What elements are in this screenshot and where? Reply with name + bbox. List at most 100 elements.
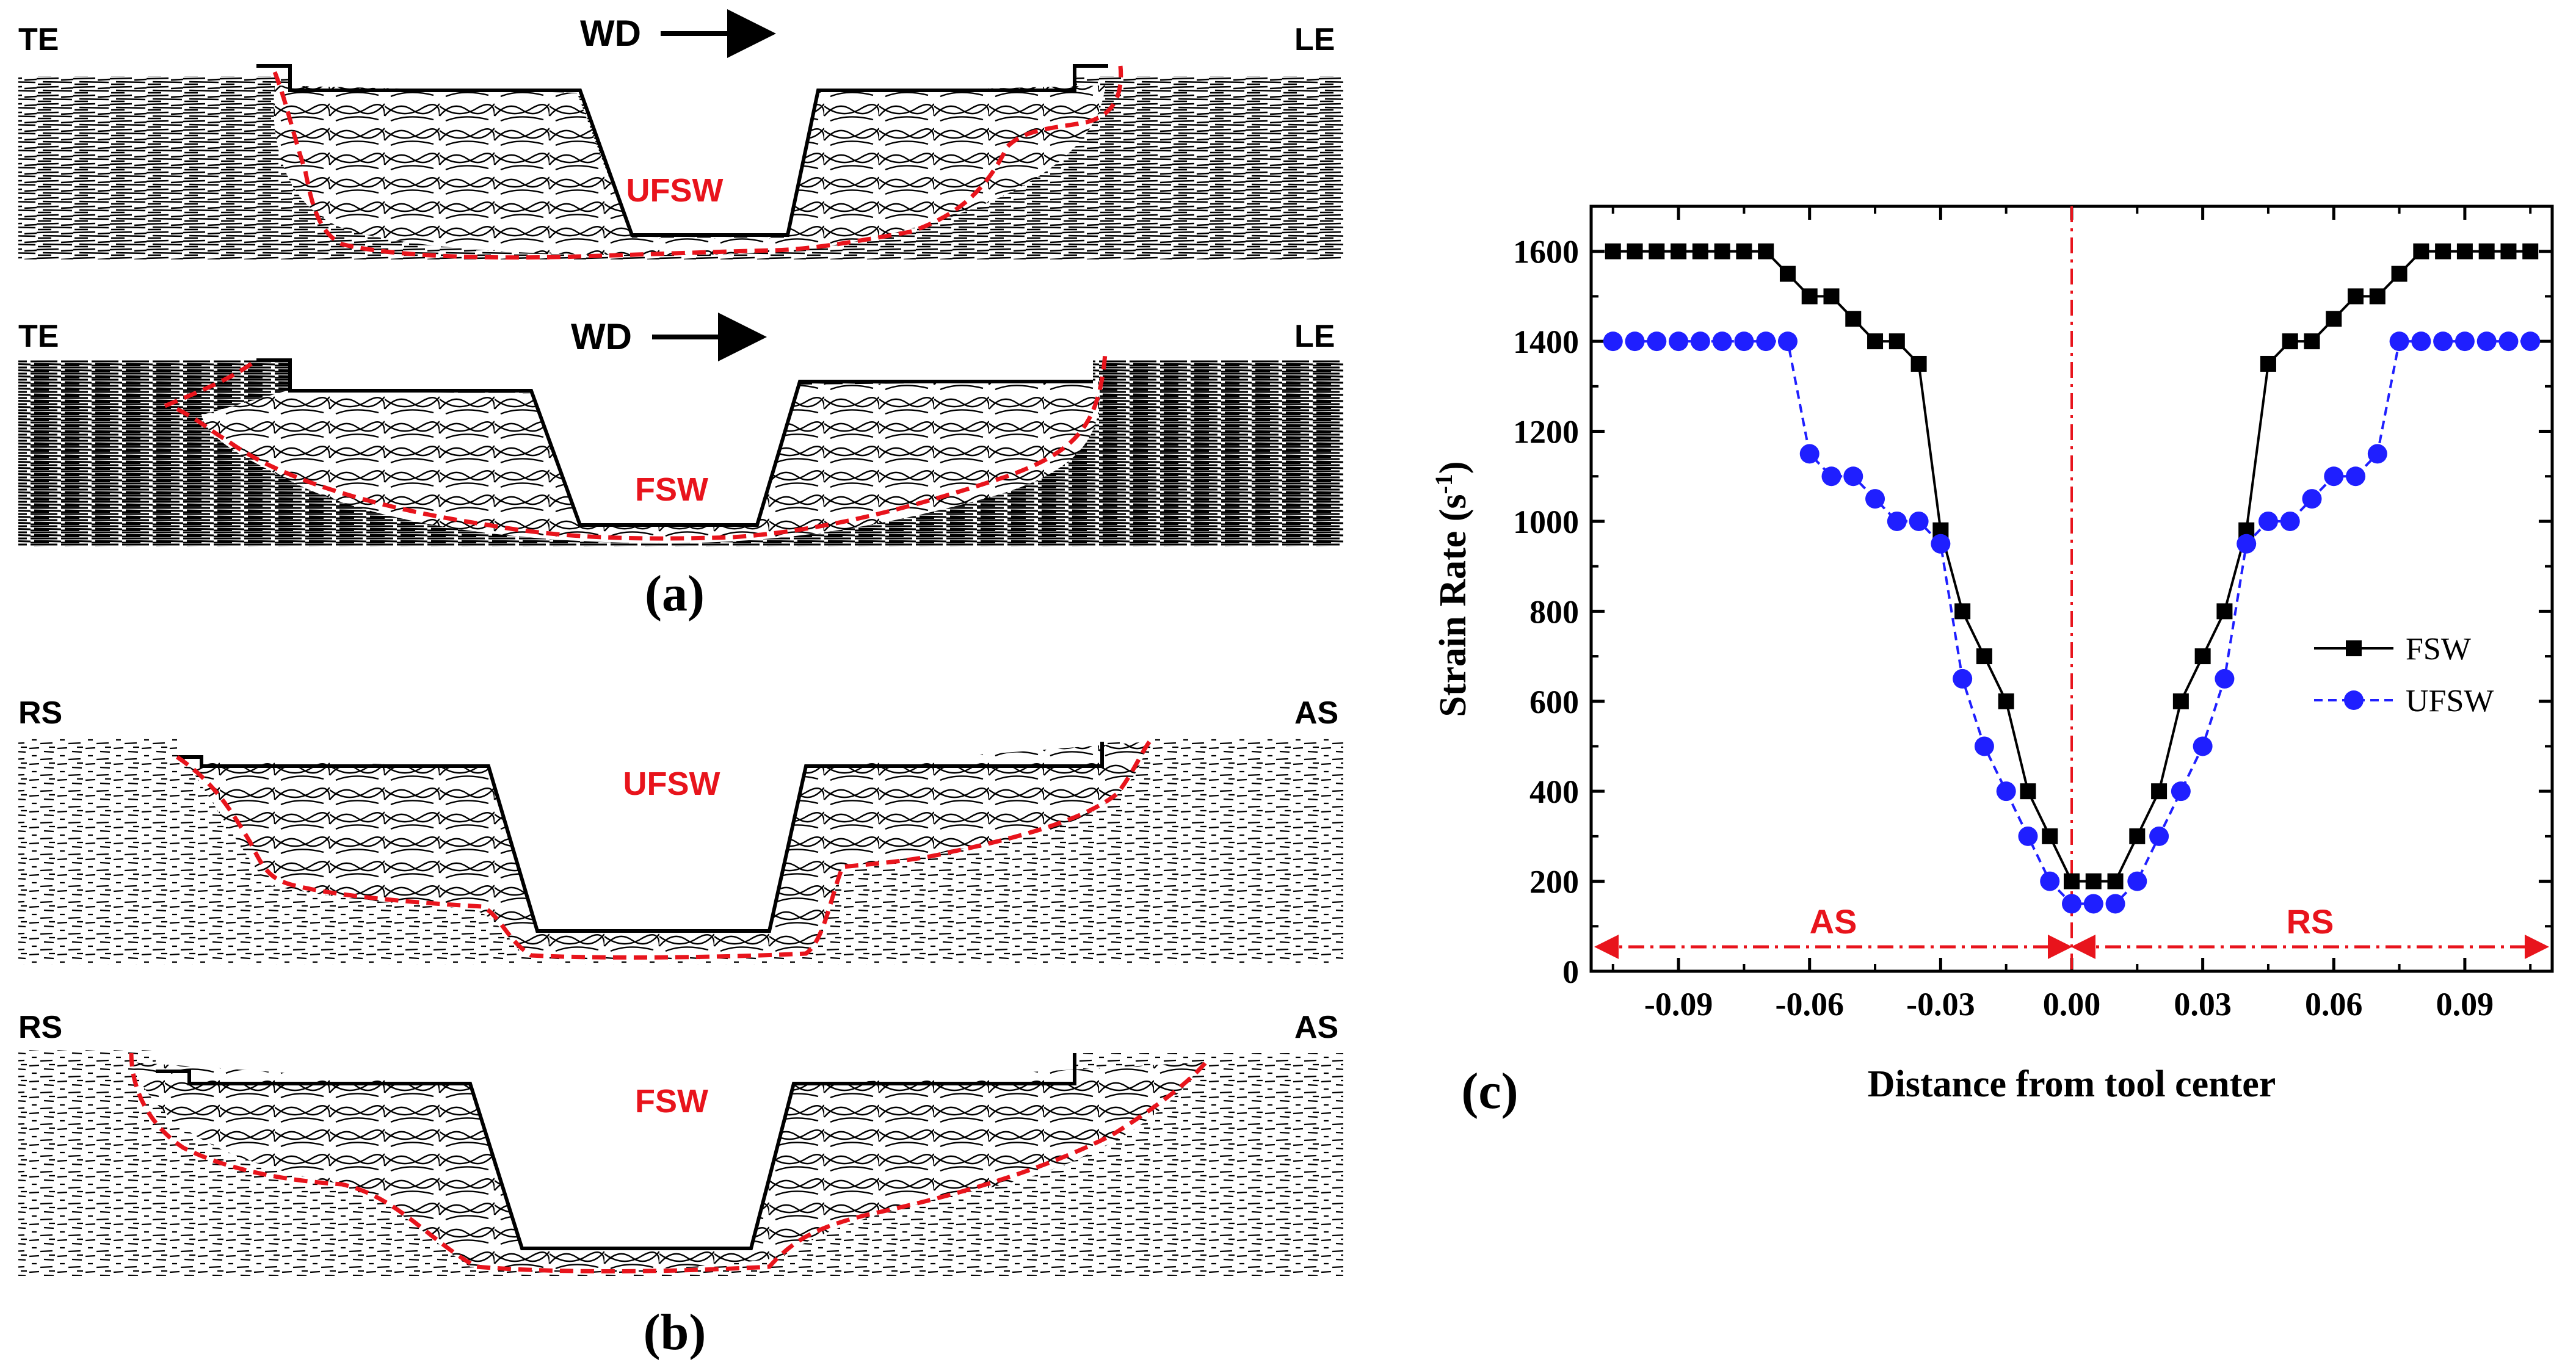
data-point-ufsw bbox=[2258, 511, 2278, 531]
te-label: TE bbox=[18, 319, 59, 354]
fsw-boundary bbox=[129, 1052, 1208, 1273]
stirred-zone bbox=[274, 85, 1106, 255]
legend-marker-fsw bbox=[2346, 640, 2362, 656]
panel-a-caption: (a) bbox=[645, 565, 705, 622]
panel-b-ufsw-section: RS AS UFSW bbox=[18, 695, 1343, 965]
fsw-weld-label: FSW bbox=[635, 1083, 708, 1120]
region-annotations: AS RS bbox=[1594, 206, 2549, 971]
data-point-fsw bbox=[1976, 648, 1992, 665]
data-point-fsw bbox=[1823, 288, 1840, 305]
data-point-ufsw bbox=[1931, 534, 1951, 554]
tool-cavity bbox=[18, 736, 1343, 931]
x-tick-label: -0.06 bbox=[1775, 986, 1843, 1023]
data-point-ufsw bbox=[2411, 331, 2431, 352]
stirred-zone bbox=[131, 1062, 1203, 1271]
data-point-ufsw bbox=[2018, 826, 2038, 846]
panel-b: RS AS UFSW RS AS FSW (b) bbox=[18, 695, 1343, 1361]
tool-outline bbox=[256, 358, 1093, 527]
data-point-fsw bbox=[1736, 243, 1752, 259]
data-point-fsw bbox=[2172, 693, 2189, 709]
data-point-ufsw bbox=[2433, 331, 2453, 352]
le-label: LE bbox=[1294, 22, 1335, 57]
tool-outline bbox=[177, 742, 1104, 933]
tool-cavity bbox=[18, 330, 1343, 525]
as-label: AS bbox=[1294, 695, 1338, 731]
data-point-fsw bbox=[1758, 243, 1774, 259]
data-point-fsw bbox=[2064, 873, 2080, 889]
y-axis-label: Strain Rate (s-1) bbox=[1430, 461, 1475, 717]
data-point-ufsw bbox=[2237, 534, 2257, 554]
data-point-fsw bbox=[2456, 243, 2473, 259]
data-point-ufsw bbox=[2454, 331, 2475, 352]
y-axis-label-superscript: -1 bbox=[1430, 474, 1457, 494]
data-point-fsw bbox=[1692, 243, 1708, 259]
data-point-ufsw bbox=[2083, 894, 2103, 914]
data-point-ufsw bbox=[1799, 444, 1820, 464]
panel-c-caption: (c) bbox=[1461, 1063, 1518, 1120]
rs-label: RS bbox=[18, 1010, 62, 1045]
data-point-fsw bbox=[2260, 355, 2276, 372]
data-point-fsw bbox=[1954, 603, 1971, 620]
chart-legend: FSW UFSW bbox=[2314, 632, 2494, 719]
data-point-fsw bbox=[2348, 288, 2364, 305]
tool-outline bbox=[256, 64, 1108, 237]
data-point-fsw bbox=[2107, 873, 2124, 889]
y-tick-label: 1600 bbox=[1513, 234, 1579, 270]
data-point-ufsw bbox=[1603, 331, 1623, 352]
data-point-fsw bbox=[1888, 333, 1905, 350]
le-label: LE bbox=[1294, 319, 1335, 354]
y-axis-label-close: ) bbox=[1432, 461, 1474, 474]
y-tick-label: 600 bbox=[1529, 684, 1579, 720]
panel-a-fsw-section: TE WD LE FSW bbox=[18, 313, 1343, 546]
data-point-fsw bbox=[2151, 783, 2168, 800]
data-point-fsw bbox=[2085, 873, 2102, 889]
data-point-fsw bbox=[1671, 243, 1687, 259]
data-point-ufsw bbox=[1625, 331, 1645, 352]
y-tick-label: 0 bbox=[1562, 954, 1579, 990]
data-point-ufsw bbox=[2346, 466, 2366, 487]
x-tick-label: -0.03 bbox=[1906, 986, 1975, 1023]
x-tick-label: 0.00 bbox=[2043, 986, 2101, 1023]
data-point-ufsw bbox=[2171, 781, 2191, 802]
tool-cavity bbox=[18, 49, 1343, 235]
axis-ticks: 0 200 400 600 800 1000 1200 1400 1600 -0.09 -0.06 -… bbox=[1513, 206, 2552, 1023]
rs-label: RS bbox=[18, 695, 62, 731]
panel-b-caption: (b) bbox=[644, 1304, 706, 1361]
tool-cavity bbox=[18, 1047, 1343, 1248]
data-point-fsw bbox=[2194, 648, 2211, 665]
data-point-ufsw bbox=[1953, 668, 1973, 689]
y-tick-label: 800 bbox=[1529, 593, 1579, 630]
region-label: RS bbox=[2287, 902, 2334, 941]
te-label: TE bbox=[18, 22, 59, 57]
fsw-weld-label: FSW bbox=[635, 471, 708, 508]
data-point-ufsw bbox=[2498, 331, 2519, 352]
data-point-ufsw bbox=[1821, 466, 1841, 487]
data-point-fsw bbox=[1714, 243, 1730, 259]
data-point-ufsw bbox=[2389, 331, 2409, 352]
y-tick-label: 1000 bbox=[1513, 504, 1579, 540]
panel-a-ufsw-section: TE WD LE UFSW bbox=[18, 9, 1343, 260]
ufsw-weld-label: UFSW bbox=[626, 172, 724, 209]
data-point-ufsw bbox=[1909, 511, 1929, 531]
tool-outline bbox=[156, 1053, 1076, 1250]
data-point-fsw bbox=[2282, 333, 2298, 350]
stirred-zone bbox=[201, 382, 1100, 543]
as-label: AS bbox=[1294, 1010, 1338, 1045]
data-point-ufsw bbox=[2367, 444, 2387, 464]
wd-label: WD bbox=[580, 13, 641, 54]
data-point-ufsw bbox=[2105, 894, 2125, 914]
ufsw-weld-label: UFSW bbox=[623, 766, 720, 802]
panel-a: TE WD LE UFSW TE WD LE FSW (a) bbox=[18, 9, 1343, 622]
stirred-zone bbox=[183, 742, 1148, 957]
data-point-ufsw bbox=[2215, 668, 2235, 689]
y-tick-label: 200 bbox=[1529, 864, 1579, 900]
data-point-ufsw bbox=[1996, 781, 2016, 802]
data-point-ufsw bbox=[1712, 331, 1732, 352]
data-point-fsw bbox=[1779, 266, 1796, 282]
data-point-ufsw bbox=[2302, 489, 2322, 509]
data-point-fsw bbox=[2020, 783, 2036, 800]
data-point-fsw bbox=[2129, 828, 2146, 844]
data-point-ufsw bbox=[2193, 736, 2213, 756]
y-tick-label: 400 bbox=[1529, 773, 1579, 810]
data-point-fsw bbox=[2522, 243, 2539, 259]
